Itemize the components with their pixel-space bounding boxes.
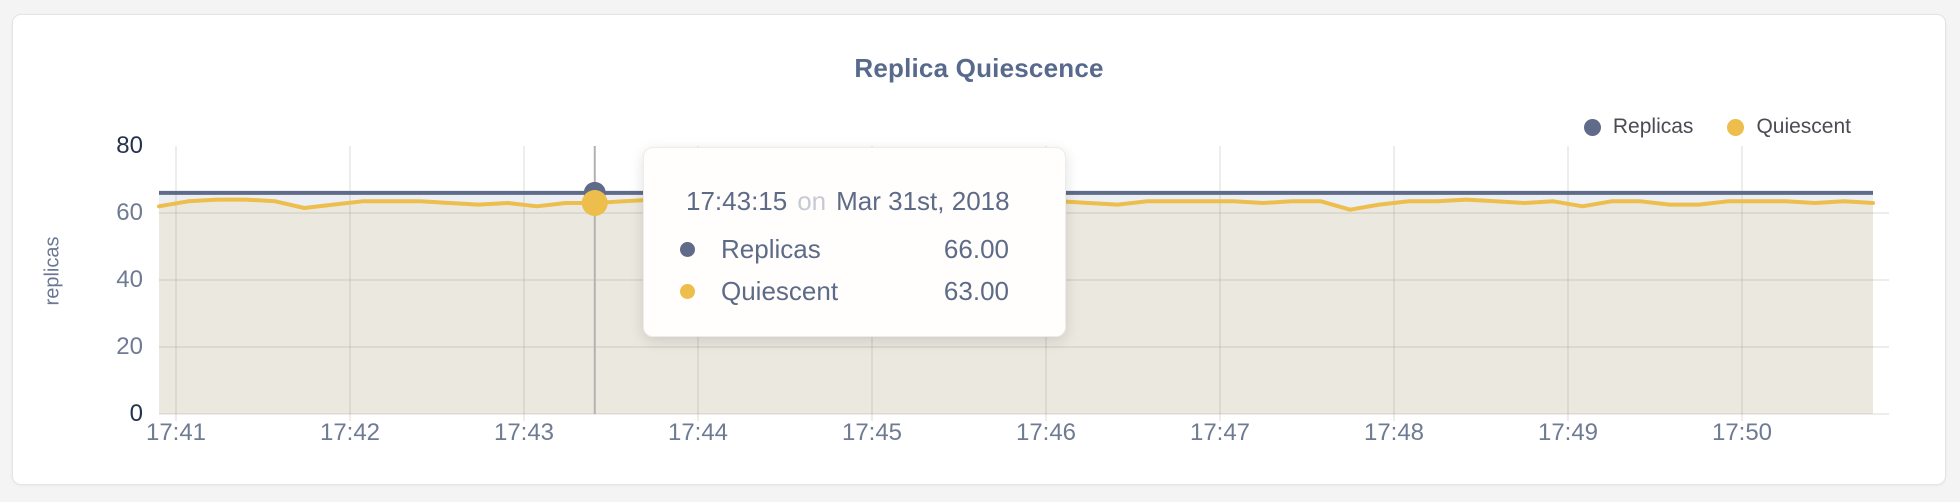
x-tick: 17:50 [1711,419,1773,446]
tooltip-series-value: 63.00 [943,275,1009,306]
legend-label-replicas: Replicas [1612,115,1694,138]
y-tick: 20 [116,333,143,360]
tooltip-row-quiescent: Quiescent 63.00 [680,270,1009,312]
tooltip-title: 17:43:15 on Mar 31st, 2018 [644,148,1065,216]
y-tick: 80 [116,132,143,159]
chart-title: Replica Quiescence [854,53,1104,83]
tooltip-row-replicas: Replicas 66.00 [680,228,1009,270]
legend-item-quiescent[interactable]: Quiescent [1727,115,1851,139]
x-tick: 17:48 [1363,419,1425,446]
tooltip-series-value: 66.00 [943,233,1009,264]
replicas-series-dot-icon [1583,118,1601,136]
y-tick: 60 [116,199,143,226]
replicas-dot-icon [680,241,695,257]
x-tick: 17:44 [667,419,729,446]
tooltip-time: 17:43:15 [686,186,788,216]
hover-tooltip: 17:43:15 on Mar 31st, 2018 Replicas 66.00 … [643,147,1066,337]
legend-label-quiescent: Quiescent [1756,115,1851,138]
tooltip-series-label: Quiescent [721,275,839,306]
x-tick: 17:49 [1537,419,1599,446]
legend: Replicas Quiescent [1583,115,1851,139]
x-tick: 17:43 [493,419,555,446]
y-tick: 0 [129,400,143,427]
quiescent-series-dot-icon [1727,118,1745,136]
y-tick: 40 [116,266,143,293]
chart-card: Replica Quiescence Replicas Quiescent re… [12,14,1946,485]
quiescent-dot-icon [680,283,695,299]
tooltip-rows: Replicas 66.00 Quiescent 63.00 [644,216,1065,312]
x-tick: 17:42 [319,419,381,446]
tooltip-conjunction: on [797,186,827,216]
legend-item-replicas[interactable]: Replicas [1583,115,1694,139]
x-tick: 17:46 [1015,419,1077,446]
x-tick: 17:41 [145,419,207,446]
x-tick: 17:45 [841,419,903,446]
tooltip-series-label: Replicas [721,233,821,264]
tooltip-date: Mar 31st, 2018 [836,186,1010,216]
x-tick: 17:47 [1189,419,1251,446]
